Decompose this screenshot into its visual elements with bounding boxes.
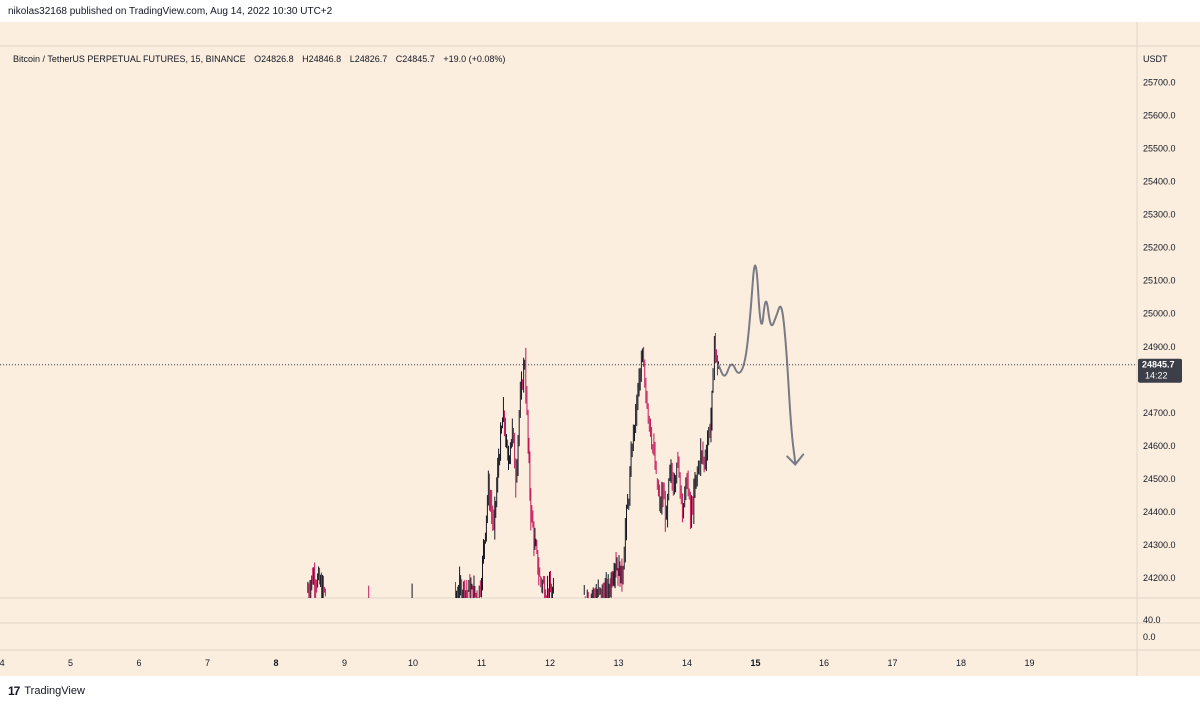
price-tick-label: 25600.0 [1143,110,1176,120]
price-tick-label: 25200.0 [1143,243,1176,253]
price-tick-label: 24400.0 [1143,507,1176,517]
volume-scale-label-0: 0.0 [1143,632,1156,642]
time-tick-label: 4 [0,658,5,668]
time-tick-label: 10 [408,658,418,668]
time-tick-label: 19 [1024,658,1034,668]
time-tick-label: 8 [274,658,279,668]
projection-arrow-head [786,453,805,466]
price-tick-label: 24900.0 [1143,342,1176,352]
price-tick-label: 25400.0 [1143,177,1176,187]
brand-name: TradingView [24,685,85,697]
price-tick-label: 25300.0 [1143,210,1176,220]
legend-change: +19.0 (+0.08%) [443,54,506,64]
price-tick-label: 24300.0 [1143,540,1176,550]
time-tick-label: 11 [477,658,486,668]
tradingview-logo-icon: 17 [8,684,20,698]
published-caption: nikolas32168 published on TradingView.co… [8,6,333,17]
time-tick-label: 9 [342,658,347,668]
price-tick-label: 25000.0 [1143,309,1176,319]
current-price-value: 24845.7 [1142,360,1175,370]
time-tick-label: 5 [68,658,73,668]
legend-high: H24846.8 [302,54,342,64]
price-tick-label: 25500.0 [1143,143,1176,153]
tradingview-brand[interactable]: 17 TradingView [8,684,85,698]
time-tick-label: 15 [750,658,760,668]
price-axis[interactable]: 24200.0 24300.0 24400.0 24500.0 24600.0 24700… [1143,77,1176,583]
time-tick-label: 14 [682,658,692,668]
projection-drawing[interactable] [717,264,797,464]
time-tick-label: 6 [137,658,142,668]
candle-series [307,333,720,598]
volume-scale-label-40: 40.0 [1143,615,1161,625]
price-tick-label: 25700.0 [1143,77,1176,87]
time-tick-label: 12 [545,658,555,668]
price-tick-label: 24500.0 [1143,474,1176,484]
bar-countdown: 14:22 [1145,371,1168,381]
legend-open: O24826.8 [254,54,294,64]
price-tick-label: 25100.0 [1143,276,1176,286]
chart-area[interactable] [0,22,1200,676]
price-tick-label: 24200.0 [1143,573,1176,583]
time-tick-label: 17 [887,658,897,668]
currency-label: USDT [1143,54,1168,64]
time-tick-label: 7 [205,658,210,668]
symbol-legend[interactable]: Bitcoin / TetherUS PERPETUAL FUTURES, 15… [13,54,511,64]
price-tick-label: 24700.0 [1143,408,1176,418]
symbol-name[interactable]: Bitcoin / TetherUS PERPETUAL FUTURES, 15… [13,54,246,64]
time-tick-label: 16 [819,658,829,668]
legend-close: C24845.7 [395,54,435,64]
time-axis[interactable]: 4 5 6 7 8 9 10 11 12 13 14 15 16 17 18 19 [0,658,1034,668]
legend-low: L24826.7 [349,54,388,64]
time-tick-label: 13 [613,658,623,668]
price-tick-label: 24600.0 [1143,441,1176,451]
time-tick-label: 18 [956,658,966,668]
current-price-label: 24845.7 14:22 [1138,358,1182,383]
